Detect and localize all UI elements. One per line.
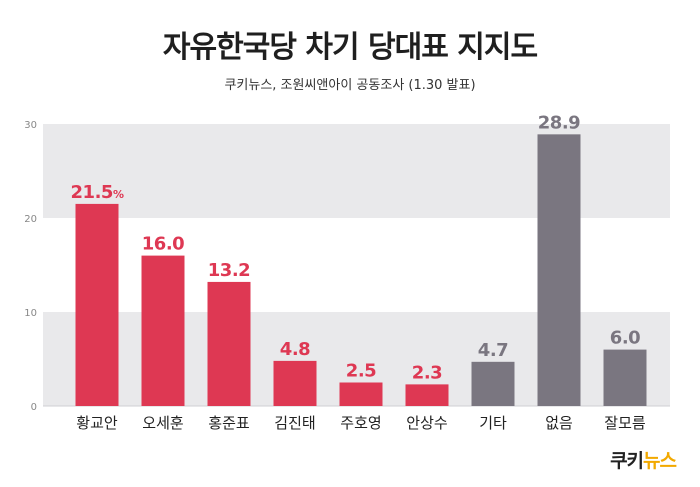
bar-value-label: 21.5%	[71, 182, 124, 203]
bar	[405, 384, 449, 406]
bar-value-label: 2.5	[346, 361, 376, 382]
bar-value-number: 2.3	[412, 362, 442, 383]
bar-value-number: 6.0	[610, 328, 640, 349]
bar	[339, 382, 383, 406]
category-label: 황교안	[76, 414, 118, 432]
bar-value-number: 28.9	[538, 112, 580, 133]
bar-value-label: 28.9	[538, 112, 580, 133]
bar	[537, 134, 581, 406]
bar-value-number: 4.8	[280, 339, 310, 360]
category-label: 없음	[545, 414, 573, 432]
bar	[471, 361, 515, 406]
kukinews-logo: 쿠키뉴스	[610, 446, 677, 473]
category-label: 홍준표	[208, 414, 250, 432]
bar-value-number: 21.5	[71, 182, 113, 203]
bar	[603, 349, 647, 406]
bar-value-label: 2.3	[412, 362, 442, 383]
bar-value-label: 16.0	[142, 234, 184, 255]
bar-value-number: 13.2	[208, 260, 250, 281]
category-label: 김진태	[274, 414, 315, 432]
category-label: 오세훈	[142, 414, 183, 432]
bar-value-number: 2.5	[346, 361, 376, 382]
chart-subtitle: 쿠키뉴스, 조원씨앤아이 공동조사 (1.30 발표)	[224, 78, 476, 93]
bar-value-unit: %	[113, 188, 124, 201]
bar	[207, 281, 251, 406]
bar-value-number: 4.7	[478, 340, 508, 361]
category-label: 잘모름	[604, 414, 646, 432]
chart-title: 자유한국당 차기 당대표 지지도	[162, 30, 538, 65]
bar-value-number: 16.0	[142, 234, 184, 255]
logo-text-part2: 뉴스	[643, 450, 677, 472]
y-tick-label: 10	[24, 308, 37, 319]
y-tick-label: 20	[24, 214, 37, 225]
bar-value-label: 4.8	[280, 339, 310, 360]
y-tick-label: 0	[31, 402, 37, 413]
bar	[75, 203, 119, 406]
bar	[273, 360, 317, 406]
bar-value-label: 6.0	[610, 328, 640, 349]
bar-value-label: 4.7	[478, 340, 508, 361]
category-label: 주호영	[340, 414, 381, 432]
category-label: 기타	[479, 414, 507, 432]
category-label: 안상수	[406, 414, 447, 432]
bar	[141, 255, 185, 406]
logo-text-part1: 쿠키	[610, 450, 644, 472]
y-tick-label: 30	[24, 120, 37, 131]
bar-value-label: 13.2	[208, 260, 250, 281]
